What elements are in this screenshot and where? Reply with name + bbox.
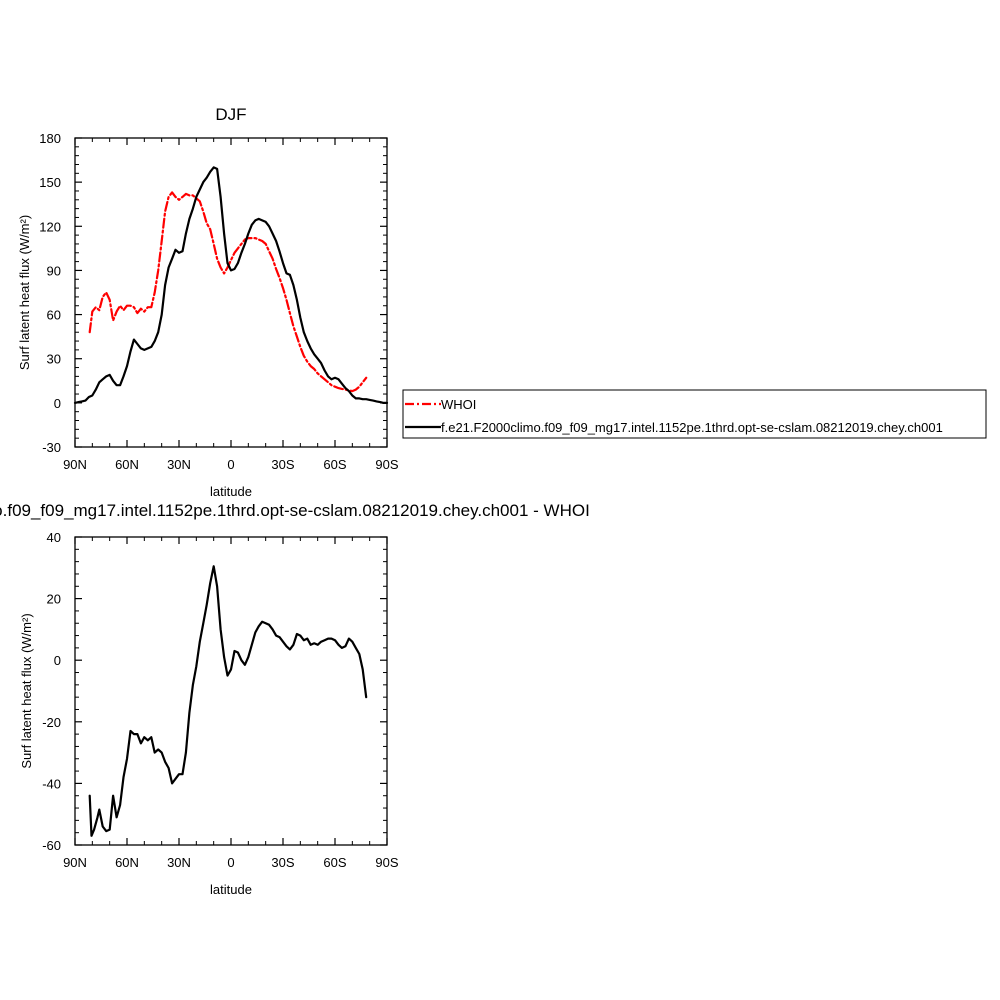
x-tick-label: 60N — [115, 855, 139, 870]
series-line-model — [73, 166, 389, 404]
y-tick-label: -20 — [42, 715, 61, 730]
y-tick-label: -30 — [42, 440, 61, 455]
x-tick-label: 30N — [167, 855, 191, 870]
x-tick-label: 0 — [227, 457, 234, 472]
x-tick-label: 90N — [63, 855, 87, 870]
top-panel-axis-ticks: 90N 60N 30N 0 30S 60S 90S -30 0 30 60 90 120 150 180 — [39, 131, 399, 472]
top-panel-y-axis-label: Surf latent heat flux (W/m²) — [17, 215, 32, 370]
x-tick-label: 30S — [271, 855, 294, 870]
bottom-panel: f.e21.F2000climo.f09_f09_mg17.intel.1152… — [0, 501, 590, 897]
bottom-panel-series — [88, 565, 368, 837]
bottom-panel-x-axis-label: latitude — [210, 882, 252, 897]
top-panel-series — [73, 166, 389, 404]
y-tick-label: 150 — [39, 175, 61, 190]
series-line-model — [88, 565, 368, 837]
series-line-whoi — [88, 191, 368, 393]
y-tick-label: 20 — [47, 592, 61, 607]
y-tick-label: 180 — [39, 131, 61, 146]
legend: WHOI f.e21.F2000climo.f09_f09_mg17.intel… — [402, 389, 987, 439]
y-tick-label: 30 — [47, 352, 61, 367]
legend-box — [402, 389, 987, 439]
y-tick-label: -60 — [42, 838, 61, 853]
legend-entry-whoi: WHOI — [441, 397, 476, 412]
x-tick-label: 90S — [375, 457, 398, 472]
y-tick-label: 120 — [39, 219, 61, 234]
x-tick-label: 60S — [323, 457, 346, 472]
y-tick-label: 40 — [47, 530, 61, 545]
x-tick-label: 60S — [323, 855, 346, 870]
bottom-panel-plot-frame — [74, 536, 388, 846]
x-tick-label: 90N — [63, 457, 87, 472]
x-tick-label: 30S — [271, 457, 294, 472]
x-tick-label: 30N — [167, 457, 191, 472]
top-panel: DJF 90N 60N 30N 0 30S 60S 90S -30 0 30 60 90 120 150 1… — [17, 105, 399, 499]
legend-entry-model: f.e21.F2000climo.f09_f09_mg17.intel.1152… — [441, 420, 943, 435]
y-tick-label: 0 — [54, 396, 61, 411]
x-tick-label: 60N — [115, 457, 139, 472]
bottom-panel-title: f.e21.F2000climo.f09_f09_mg17.intel.1152… — [0, 501, 590, 520]
x-tick-label: 0 — [227, 855, 234, 870]
y-tick-label: 90 — [47, 263, 61, 278]
x-tick-label: 90S — [375, 855, 398, 870]
y-tick-label: 60 — [47, 308, 61, 323]
top-panel-title: DJF — [215, 105, 246, 124]
bottom-panel-axis-ticks: 90N 60N 30N 0 30S 60S 90S -60 -40 -20 0 20 40 — [42, 530, 399, 870]
bottom-panel-y-axis-label: Surf latent heat flux (W/m²) — [19, 613, 34, 768]
y-tick-label: 0 — [54, 653, 61, 668]
y-tick-label: -40 — [42, 776, 61, 791]
top-panel-plot-frame — [74, 137, 388, 448]
top-panel-x-axis-label: latitude — [210, 484, 252, 499]
